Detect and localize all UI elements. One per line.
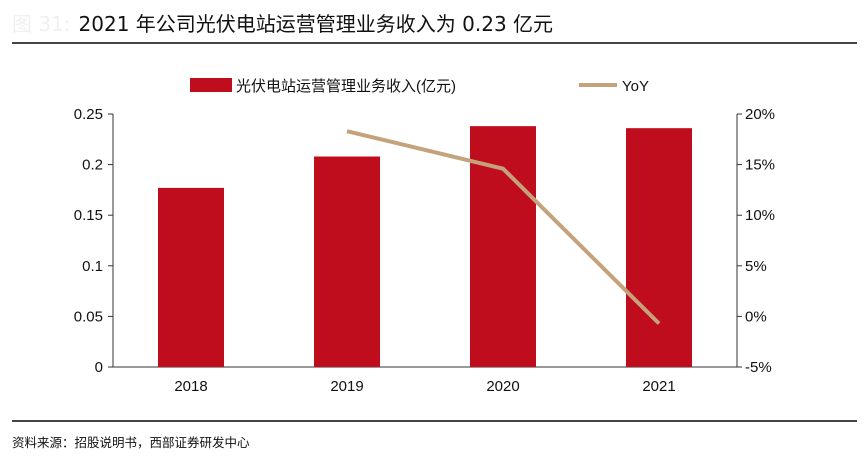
- right-tick-label: 10%: [745, 207, 775, 224]
- figure-label: 图 31:: [12, 12, 71, 36]
- right-tick-label: 0%: [745, 308, 767, 325]
- left-tick-label: 0: [95, 359, 103, 376]
- right-tick-label: 15%: [745, 157, 775, 174]
- source-note: 资料来源：招股说明书，西部证券研发中心: [12, 435, 250, 450]
- bottom-rule: [12, 420, 857, 422]
- legend-line-label: YoY: [622, 78, 649, 95]
- right-tick-label: 5%: [745, 258, 767, 275]
- left-tick-label: 0.2: [82, 157, 103, 174]
- bar-2020: [470, 126, 536, 367]
- figure-title: 图 31: 2021 年公司光伏电站运营管理业务收入为 0.23 亿元: [12, 8, 553, 37]
- left-tick-label: 0.15: [74, 207, 103, 224]
- x-tick-label: 2020: [486, 378, 519, 395]
- left-tick-label: 0.05: [74, 308, 103, 325]
- bar-2021: [626, 128, 692, 367]
- x-tick-label: 2018: [174, 378, 207, 395]
- left-tick-label: 0.25: [74, 106, 103, 123]
- top-rule: [12, 42, 857, 44]
- bar-2019: [314, 156, 380, 367]
- x-tick-label: 2019: [330, 378, 363, 395]
- legend-bar-label: 光伏电站运营管理业务收入(亿元): [236, 78, 456, 95]
- title-text: 2021 年公司光伏电站运营管理业务收入为 0.23 亿元: [78, 12, 554, 36]
- bar-2018: [158, 187, 224, 367]
- x-tick-label: 2021: [642, 378, 675, 395]
- legend-bar-swatch: [190, 78, 232, 92]
- left-tick-label: 0.1: [82, 258, 103, 275]
- right-tick-label: -5%: [745, 359, 772, 376]
- right-tick-label: 20%: [745, 106, 775, 123]
